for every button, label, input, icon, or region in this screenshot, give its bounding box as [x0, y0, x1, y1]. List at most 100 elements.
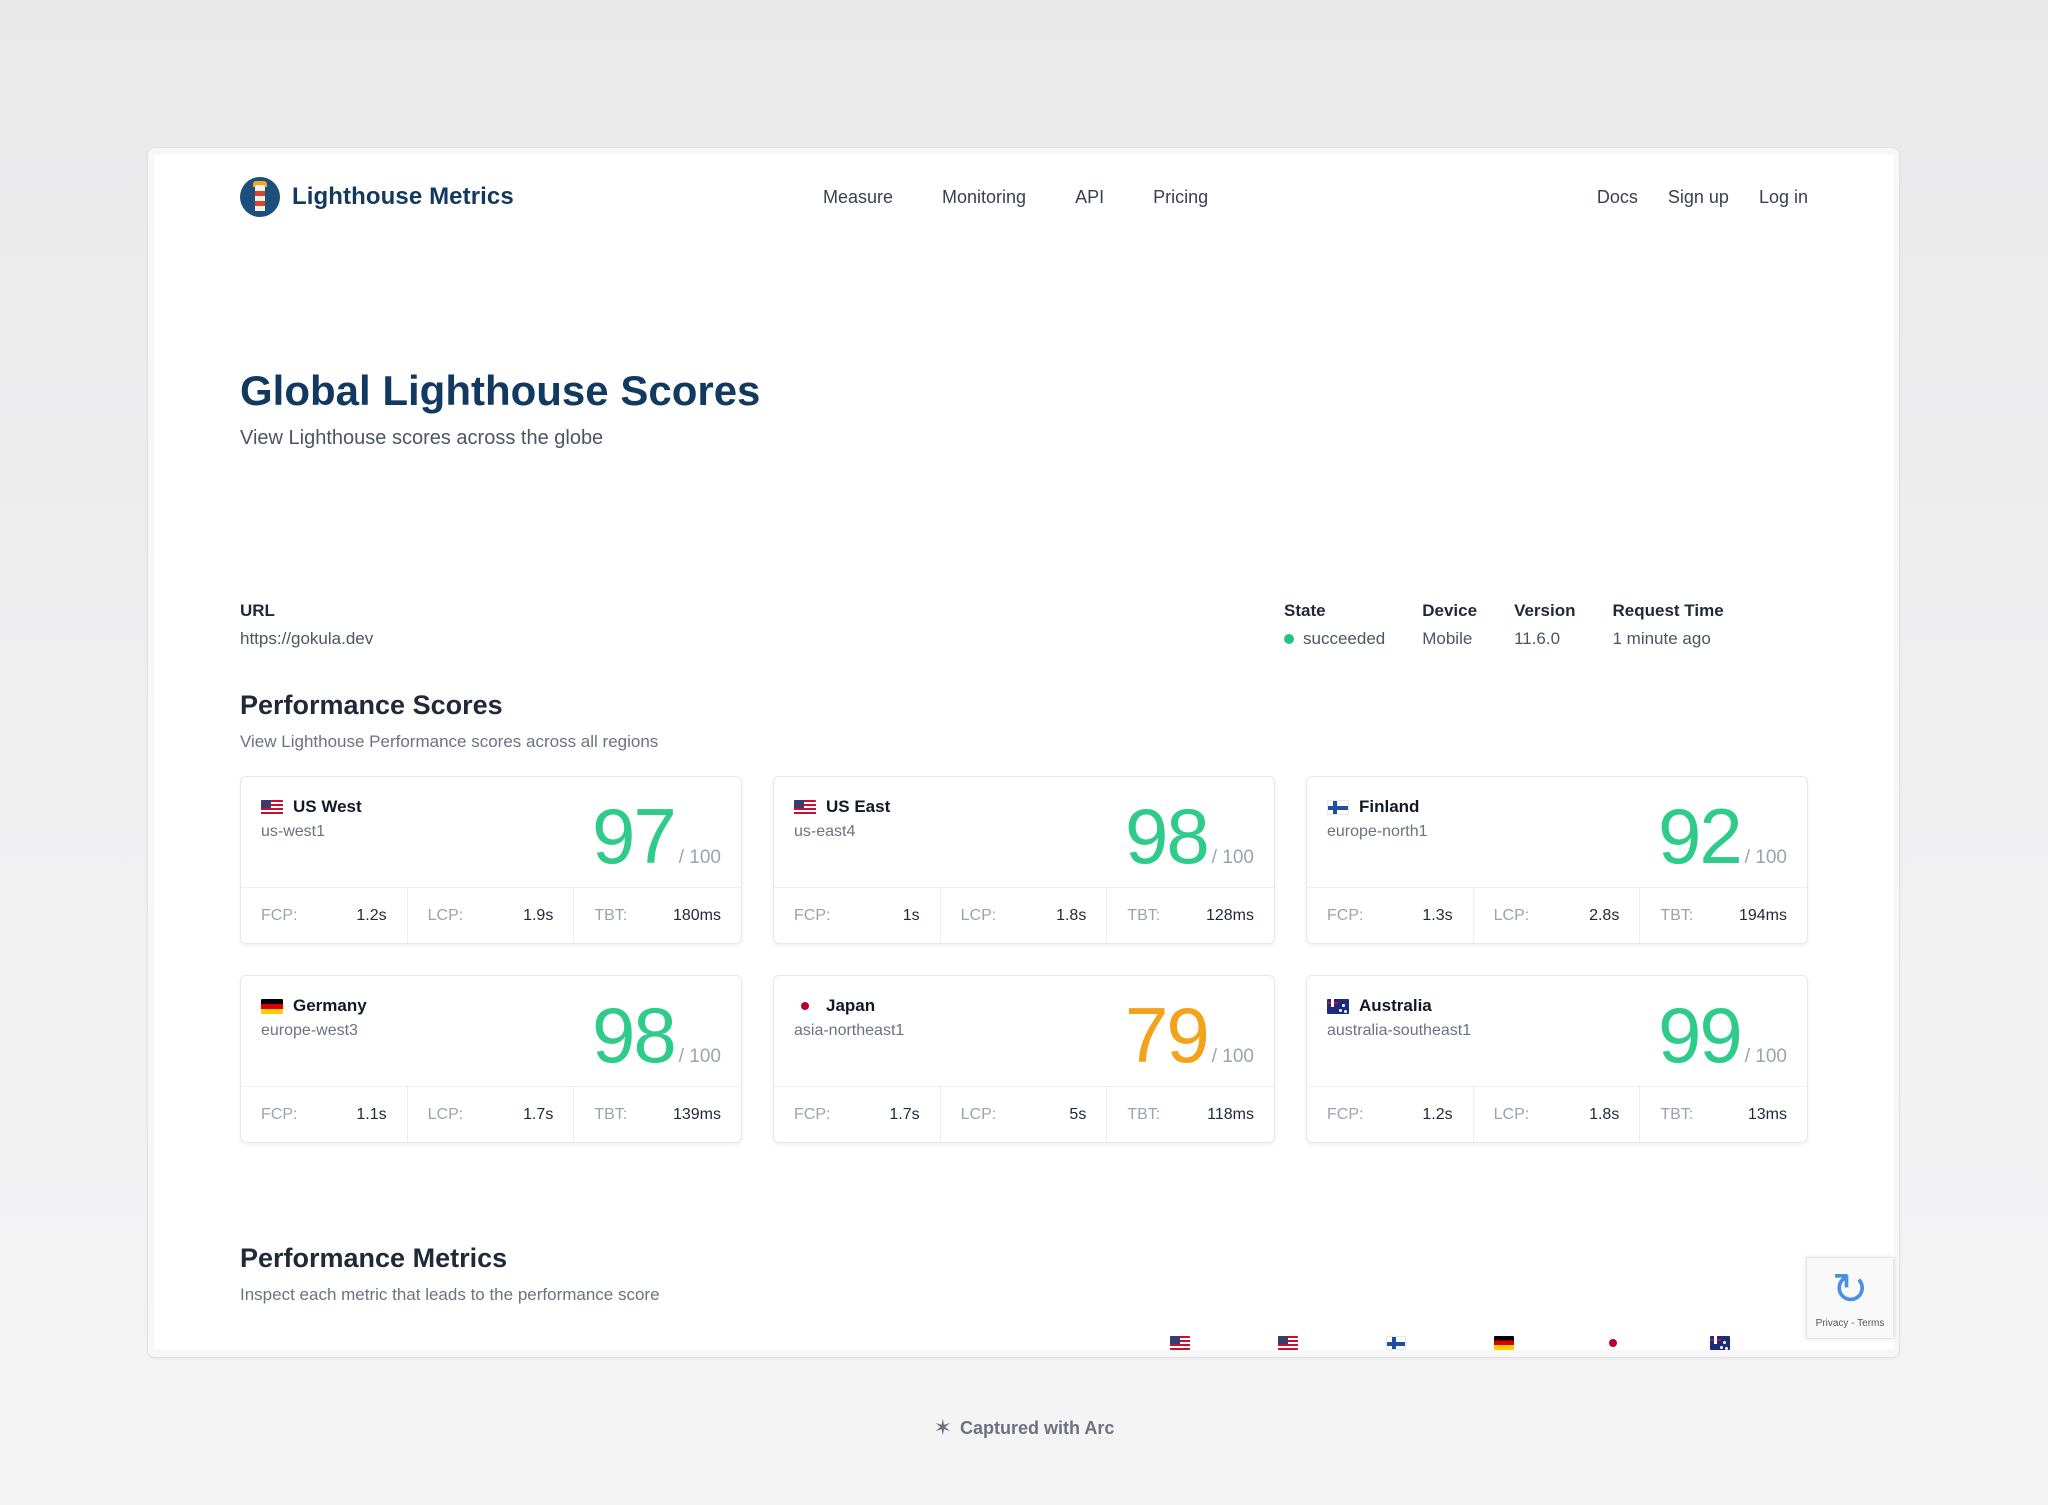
region-score-grid: US West us-west1 97 / 100 FCP: 1.2s LCP: 1…: [240, 776, 1808, 1143]
request-time-info: Request Time 1 minute ago: [1612, 601, 1723, 649]
nav-api[interactable]: API: [1075, 186, 1105, 207]
score-out-of: / 100: [678, 847, 721, 868]
lcp-label: LCP:: [960, 1105, 997, 1123]
top-nav: Lighthouse Metrics Measure Monitoring AP…: [240, 172, 1808, 222]
page-viewport: Lighthouse Metrics Measure Monitoring AP…: [154, 154, 1894, 1350]
tbt-value: 139ms: [672, 1105, 721, 1123]
fcp-label: FCP:: [261, 1105, 298, 1123]
fcp-value: 1.7s: [889, 1105, 920, 1123]
score-out-of: / 100: [1744, 1046, 1787, 1067]
version-info: Version 11.6.0: [1514, 601, 1575, 649]
region-code: us-east4: [794, 823, 856, 840]
score-out-of: / 100: [1744, 847, 1787, 868]
nav-monitoring[interactable]: Monitoring: [942, 186, 1027, 207]
request-time-value: 1 minute ago: [1612, 629, 1711, 648]
tbt-label: TBT:: [1127, 906, 1161, 924]
australia-flag-icon: [1710, 1336, 1730, 1350]
score-value: 79: [1124, 991, 1210, 1079]
fcp-value: 1.3s: [1422, 906, 1453, 924]
capture-footer: ✶ Captured with Arc: [0, 1415, 2048, 1441]
germany-flag-icon: [261, 998, 283, 1014]
page-subtitle: View Lighthouse scores across the globe: [240, 427, 604, 449]
fcp-label: FCP:: [1327, 1105, 1364, 1123]
score-out-of: / 100: [1211, 1046, 1254, 1067]
recaptcha-icon: ↻: [1831, 1265, 1869, 1314]
score-value: 98: [591, 991, 677, 1079]
lcp-value: 1.7s: [523, 1105, 554, 1123]
tbt-value: 180ms: [672, 906, 721, 924]
tbt-value: 13ms: [1747, 1105, 1787, 1123]
japan-flag-icon: [1602, 1336, 1622, 1350]
region-code: europe-west3: [261, 1022, 358, 1039]
tbt-label: TBT:: [1127, 1105, 1161, 1123]
tbt-value: 194ms: [1738, 906, 1787, 924]
region-code: us-west1: [261, 823, 326, 840]
fcp-value: 1.1s: [356, 1105, 387, 1123]
score-value: 97: [591, 792, 677, 880]
nav-pricing[interactable]: Pricing: [1153, 186, 1209, 207]
fcp-label: FCP:: [794, 1105, 831, 1123]
lcp-label: LCP:: [427, 1105, 464, 1123]
region-card[interactable]: US West us-west1 97 / 100 FCP: 1.2s LCP: 1…: [240, 776, 742, 944]
region-card[interactable]: Germany europe-west3 98 / 100 FCP: 1.1s L…: [240, 975, 742, 1143]
region-name: US West: [293, 797, 362, 816]
region-card[interactable]: Japan asia-northeast1 79 / 100 FCP: 1.7s …: [773, 975, 1275, 1143]
fcp-value: 1.2s: [356, 906, 387, 924]
lcp-value: 1.8s: [1589, 1105, 1620, 1123]
page-title: Global Lighthouse Scores: [240, 367, 761, 414]
url-info: URL https://gokula.dev: [240, 601, 373, 649]
device-info: Device Mobile: [1422, 601, 1477, 649]
fcp-label: FCP:: [794, 906, 831, 924]
region-code: europe-north1: [1327, 823, 1428, 840]
brand-link[interactable]: Lighthouse Metrics: [240, 172, 514, 222]
score-out-of: / 100: [1211, 847, 1254, 868]
request-time-label: Request Time: [1612, 601, 1724, 620]
lcp-label: LCP:: [1493, 906, 1530, 924]
device-value: Mobile: [1422, 629, 1473, 648]
device-label: Device: [1422, 601, 1478, 620]
region-card[interactable]: Australia australia-southeast1 99 / 100 …: [1306, 975, 1808, 1143]
us-flag-icon: [794, 799, 816, 815]
fcp-label: FCP:: [261, 906, 298, 924]
status-dot-icon: [1284, 634, 1294, 644]
recaptcha-badge[interactable]: ↻ Privacy - Terms: [1806, 1257, 1894, 1339]
url-value: https://gokula.dev: [240, 629, 374, 648]
finland-flag-icon: [1386, 1336, 1406, 1350]
score-value: 98: [1124, 792, 1210, 880]
region-name: Germany: [293, 996, 367, 1015]
score-value: 92: [1657, 792, 1743, 880]
japan-flag-icon: [794, 998, 816, 1014]
nav-docs[interactable]: Docs: [1596, 186, 1638, 207]
us-flag-icon: [261, 799, 283, 815]
lcp-value: 5s: [1069, 1105, 1087, 1123]
lcp-value: 1.8s: [1056, 906, 1087, 924]
fcp-value: 1s: [902, 906, 920, 924]
recaptcha-links[interactable]: Privacy - Terms: [1815, 1318, 1885, 1329]
region-name: Finland: [1359, 797, 1420, 816]
nav-measure[interactable]: Measure: [823, 186, 894, 207]
region-code: asia-northeast1: [794, 1022, 905, 1039]
capture-footer-text: Captured with Arc: [960, 1417, 1115, 1438]
url-label: URL: [240, 601, 275, 620]
version-label: Version: [1514, 601, 1576, 620]
australia-flag-icon: [1327, 998, 1349, 1014]
tbt-value: 128ms: [1205, 906, 1254, 924]
fcp-label: FCP:: [1327, 906, 1364, 924]
lcp-value: 1.9s: [523, 906, 554, 924]
tbt-label: TBT:: [1660, 906, 1694, 924]
tbt-label: TBT:: [594, 906, 628, 924]
region-card[interactable]: Finland europe-north1 92 / 100 FCP: 1.3s …: [1306, 776, 1808, 944]
lcp-label: LCP:: [1493, 1105, 1530, 1123]
run-details: State succeeded Device Mobile Version 11…: [1284, 601, 1724, 649]
us-flag-icon: [1170, 1336, 1190, 1350]
performance-metrics-subtitle: Inspect each metric that leads to the pe…: [240, 1285, 660, 1304]
region-card[interactable]: US East us-east4 98 / 100 FCP: 1s LCP: 1.8…: [773, 776, 1275, 944]
region-name: Japan: [826, 996, 876, 1015]
sign-up-link[interactable]: Sign up: [1667, 186, 1729, 207]
metrics-region-flags: [1170, 1336, 1730, 1350]
state-info: State succeeded: [1284, 601, 1385, 649]
fcp-value: 1.2s: [1422, 1105, 1453, 1123]
log-in-link[interactable]: Log in: [1758, 186, 1808, 207]
lcp-label: LCP:: [427, 906, 464, 924]
state-label: State: [1284, 601, 1326, 620]
